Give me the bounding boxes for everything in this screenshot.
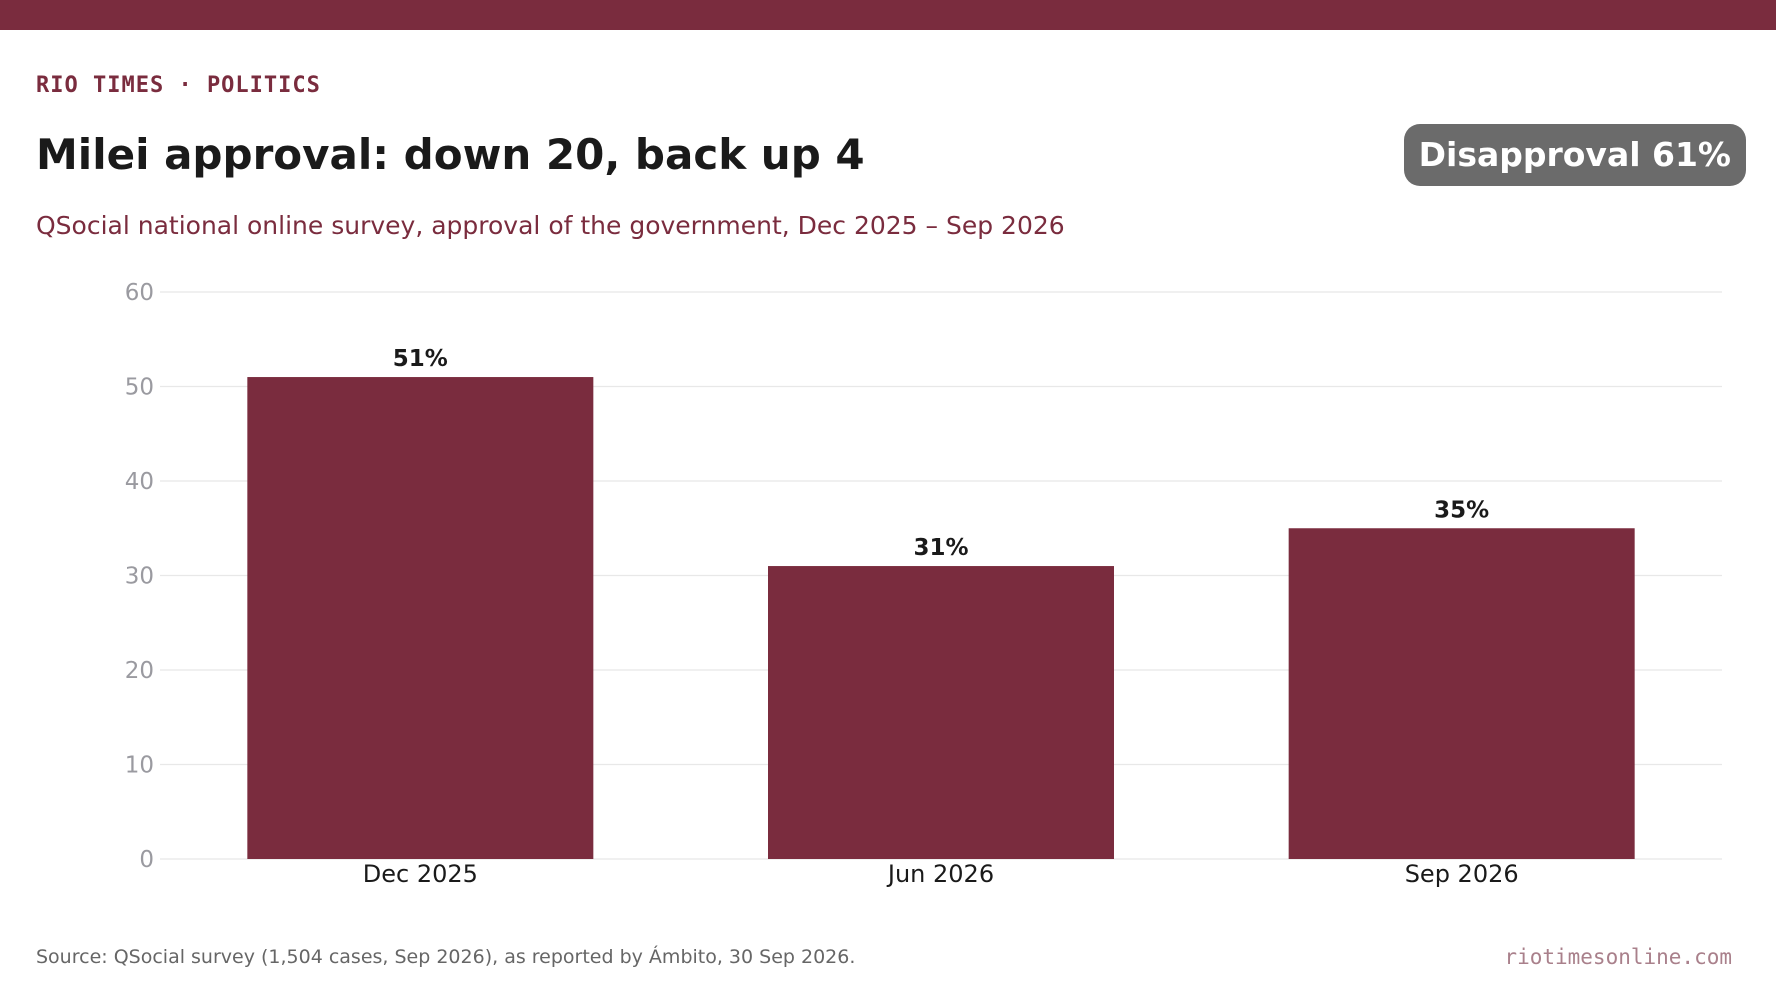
y-tick-label: 0 <box>139 847 154 873</box>
disapproval-badge: Disapproval 61% <box>1403 124 1746 186</box>
y-tick-label: 20 <box>125 658 154 684</box>
source-note: Source: QSocial survey (1,504 cases, Sep… <box>36 946 856 968</box>
y-tick-label: 30 <box>125 564 154 590</box>
site-url: riotimesonline.com <box>1504 945 1732 969</box>
bar <box>247 377 594 859</box>
x-tick-label: Sep 2026 <box>1405 860 1519 888</box>
section-kicker: RIO TIMES · POLITICS <box>36 73 321 98</box>
bar-value-label: 51% <box>393 346 448 372</box>
bar-chart: 0 10 20 30 40 50 60 51% Dec 2025 31% Jun 2026 35% Se… <box>125 280 1722 888</box>
bar-value-label: 35% <box>1434 497 1489 523</box>
y-tick-label: 10 <box>125 753 154 779</box>
bar <box>1288 528 1635 859</box>
bar <box>768 566 1114 859</box>
chart-subtitle: QSocial national online survey, approval… <box>36 211 1065 240</box>
y-tick-label: 40 <box>125 469 154 495</box>
chart-title: Milei approval: down 20, back up 4 <box>36 130 865 179</box>
bar-value-label: 31% <box>913 535 968 561</box>
x-tick-label: Dec 2025 <box>363 860 478 888</box>
y-tick-label: 60 <box>125 280 154 306</box>
top-accent-bar <box>0 0 1776 30</box>
x-tick-label: Jun 2026 <box>886 860 994 888</box>
y-tick-label: 50 <box>125 375 154 401</box>
